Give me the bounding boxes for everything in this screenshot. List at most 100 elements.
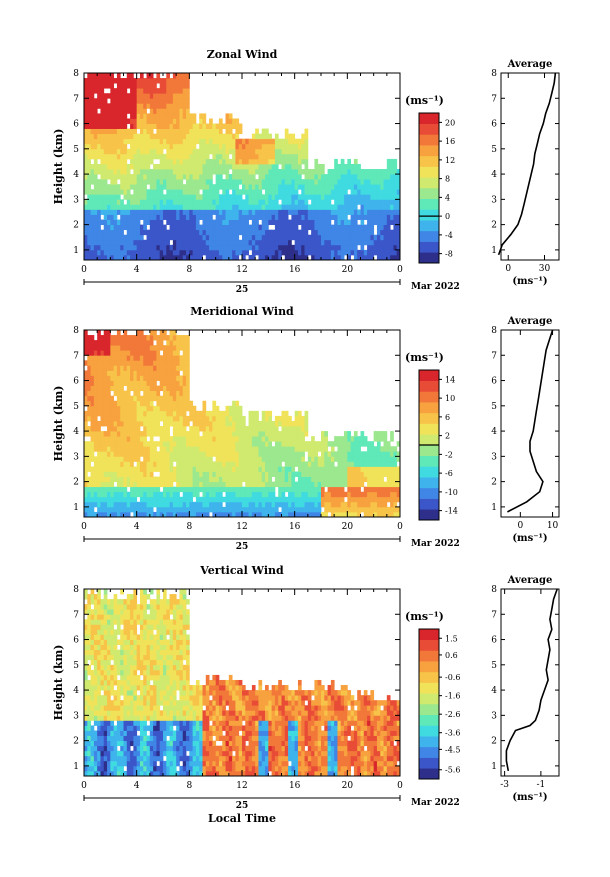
heatmap-cell bbox=[94, 169, 98, 174]
heatmap-cell bbox=[203, 230, 207, 235]
heatmap-cell bbox=[130, 411, 134, 416]
heatmap-cell bbox=[133, 159, 137, 164]
heatmap-cell bbox=[272, 209, 276, 214]
heatmap-cell bbox=[226, 124, 230, 129]
heatmap-cell bbox=[97, 230, 101, 235]
heatmap-cell bbox=[380, 250, 384, 255]
heatmap-cell bbox=[163, 411, 167, 416]
heatmap-cell bbox=[140, 436, 144, 441]
heatmap-cell bbox=[179, 381, 183, 386]
heatmap-cell bbox=[84, 215, 88, 220]
heatmap-cell bbox=[262, 184, 266, 189]
heatmap-cell bbox=[91, 446, 95, 451]
colorbar-tick-label: 0 bbox=[445, 212, 450, 221]
heatmap-cell bbox=[127, 139, 131, 144]
heatmap-cell bbox=[245, 436, 249, 441]
heatmap-cell bbox=[94, 345, 98, 350]
heatmap-cell bbox=[249, 230, 253, 235]
heatmap-cell bbox=[150, 396, 154, 401]
heatmap-cell bbox=[127, 340, 131, 345]
heatmap-cell bbox=[212, 144, 216, 149]
heatmap-cell bbox=[163, 375, 167, 380]
heatmap-cell bbox=[133, 129, 137, 134]
heatmap-cell bbox=[258, 230, 262, 235]
heatmap-cell bbox=[298, 477, 302, 482]
heatmap-cell bbox=[252, 240, 256, 245]
heatmap-cell bbox=[209, 240, 213, 245]
heatmap-cell bbox=[133, 209, 137, 214]
heatmap-cell bbox=[104, 209, 108, 214]
heatmap-cell bbox=[334, 492, 338, 497]
heatmap-cell bbox=[203, 159, 207, 164]
heatmap-cell bbox=[374, 169, 378, 174]
heatmap-cell bbox=[272, 144, 276, 149]
heatmap-cell bbox=[239, 220, 243, 225]
heatmap-cell bbox=[179, 204, 183, 209]
colorbar-swatch bbox=[419, 156, 439, 167]
heatmap-cell bbox=[107, 360, 111, 365]
heatmap-cell bbox=[278, 502, 282, 507]
heatmap-cell bbox=[140, 441, 144, 446]
heatmap-cell bbox=[374, 240, 378, 245]
heatmap-cell bbox=[143, 93, 147, 98]
heatmap-cell bbox=[305, 169, 309, 174]
heatmap-cell bbox=[114, 169, 118, 174]
heatmap-cell bbox=[183, 103, 187, 108]
heatmap-cell bbox=[130, 240, 134, 245]
heatmap-cell bbox=[147, 421, 151, 426]
heatmap-cell bbox=[295, 144, 299, 149]
heatmap-cell bbox=[166, 199, 170, 204]
heatmap-cell bbox=[153, 245, 157, 250]
heatmap-cell bbox=[203, 189, 207, 194]
heatmap-cell bbox=[344, 225, 348, 230]
heatmap-cell bbox=[166, 350, 170, 355]
heatmap-cell bbox=[249, 497, 253, 502]
heatmap-cell bbox=[176, 370, 180, 375]
heatmap-cell bbox=[239, 456, 243, 461]
heatmap-cell bbox=[321, 184, 325, 189]
heatmap-cell bbox=[308, 502, 312, 507]
heatmap-cell bbox=[258, 492, 262, 497]
heatmap-cell bbox=[305, 179, 309, 184]
heatmap-cell bbox=[308, 189, 312, 194]
heatmap-cell bbox=[186, 355, 190, 360]
heatmap-cell bbox=[193, 492, 197, 497]
heatmap-cell bbox=[143, 335, 147, 340]
heatmap-cell bbox=[107, 446, 111, 451]
heatmap-cell bbox=[170, 209, 174, 214]
heatmap-cell bbox=[374, 194, 378, 199]
heatmap-cell bbox=[239, 154, 243, 159]
heatmap-cell bbox=[367, 502, 371, 507]
heatmap-cell bbox=[268, 179, 272, 184]
heatmap-cell bbox=[166, 406, 170, 411]
heatmap-cell bbox=[275, 134, 279, 139]
heatmap-cell bbox=[137, 225, 141, 230]
heatmap-cell bbox=[183, 220, 187, 225]
heatmap-cell bbox=[147, 189, 151, 194]
heatmap-cell bbox=[344, 179, 348, 184]
heatmap-cell bbox=[209, 472, 213, 477]
heatmap-cell bbox=[344, 477, 348, 482]
heatmap-cell bbox=[288, 204, 292, 209]
heatmap-cell bbox=[176, 345, 180, 350]
heatmap-cell bbox=[285, 421, 289, 426]
heatmap-cell bbox=[97, 225, 101, 230]
heatmap-cell bbox=[311, 179, 315, 184]
heatmap-cell bbox=[193, 169, 197, 174]
heatmap-cell bbox=[183, 456, 187, 461]
heatmap-cell bbox=[176, 154, 180, 159]
heatmap-cell bbox=[232, 250, 236, 255]
heatmap-cell bbox=[100, 220, 104, 225]
heatmap-cell bbox=[219, 507, 223, 512]
heatmap-cell bbox=[156, 124, 160, 129]
heatmap-cell bbox=[226, 159, 230, 164]
heatmap-cell bbox=[242, 431, 246, 436]
heatmap-cell bbox=[166, 451, 170, 456]
heatmap-cell bbox=[282, 482, 286, 487]
heatmap-cell bbox=[97, 345, 101, 350]
heatmap-cell bbox=[133, 345, 137, 350]
heatmap-cell bbox=[91, 375, 95, 380]
heatmap-cell bbox=[222, 220, 226, 225]
heatmap-cell bbox=[163, 441, 167, 446]
